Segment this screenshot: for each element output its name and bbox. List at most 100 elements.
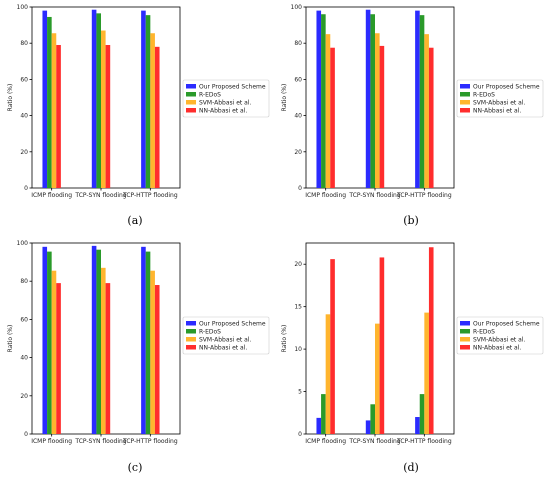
y-tick-label: 40 [20, 113, 28, 120]
y-tick-label: 100 [17, 4, 29, 11]
legend-swatch-1 [186, 321, 196, 326]
y-axis-label: Ratio (%) [7, 84, 14, 112]
bar-4-1 [330, 259, 335, 434]
legend-swatch-3 [186, 337, 196, 342]
bar-4-1 [56, 45, 61, 189]
bar-2-1 [321, 14, 326, 188]
legend-swatch-1 [460, 84, 470, 89]
panel-caption: (c) [128, 461, 143, 474]
bar-2-1 [321, 394, 326, 434]
legend-swatch-1 [460, 321, 470, 326]
legend-swatch-4 [186, 108, 196, 113]
y-tick-label: 100 [17, 240, 29, 247]
bar-3-2 [101, 30, 106, 189]
legend-swatch-2 [186, 329, 196, 334]
bar-3-3 [150, 270, 155, 434]
panel-caption: (d) [403, 461, 419, 474]
y-tick-label: 20 [20, 393, 28, 400]
y-tick-label: 20 [294, 261, 302, 268]
y-tick-label: 20 [294, 149, 302, 156]
y-axis-label: Ratio (%) [281, 84, 288, 112]
bar-1-1 [42, 246, 48, 434]
legend-swatch-2 [460, 92, 470, 97]
y-tick-label: 0 [24, 431, 28, 438]
y-tick-label: 40 [294, 113, 302, 120]
legend-label-3: SVM-Abbasi et al. [473, 336, 526, 343]
bar-2-2 [96, 249, 101, 434]
y-tick-label: 15 [294, 304, 302, 311]
bar-4-2 [379, 257, 385, 434]
legend-label-2: R-EDoS [199, 328, 221, 335]
bar-3-3 [150, 33, 155, 189]
panel-caption: (a) [127, 214, 142, 227]
bar-3-1 [51, 270, 57, 434]
bar-2-1 [47, 251, 52, 434]
x-tick-label: TCP-HTTP flooding [396, 192, 452, 199]
bar-2-3 [145, 15, 151, 188]
chart-panel-c: 0 20 40 60 80 100 Ratio (%) ICMP flooding TCP-SY… [7, 240, 270, 474]
y-tick-label: 80 [20, 278, 28, 285]
bar-4-1 [56, 283, 61, 434]
legend-box [456, 79, 544, 118]
y-tick-label: 80 [294, 40, 302, 47]
legend-label-2: R-EDoS [199, 91, 221, 98]
y-tick-label: 0 [298, 431, 302, 438]
y-tick-label: 10 [294, 346, 302, 353]
bar-1-2 [91, 9, 97, 189]
bar-2-3 [145, 251, 151, 434]
legend-box [182, 316, 270, 355]
x-tick-label: ICMP flooding [31, 438, 72, 445]
legend-label-1: Our Proposed Scheme [473, 320, 540, 327]
bar-4-1 [330, 47, 335, 188]
y-tick-label: 60 [20, 76, 28, 83]
bar-4-2 [105, 283, 111, 434]
legend-label-3: SVM-Abbasi et al. [199, 99, 252, 106]
x-tick-label: ICMP flooding [305, 192, 346, 199]
legend-label-2: R-EDoS [473, 328, 495, 335]
bar-1-1 [316, 417, 322, 434]
y-tick-label: 60 [294, 76, 302, 83]
legend-box [182, 79, 270, 118]
bar-1-2 [365, 9, 371, 189]
legend-label-3: SVM-Abbasi et al. [473, 99, 526, 106]
y-tick-label: 20 [20, 149, 28, 156]
legend-box [456, 316, 544, 355]
y-tick-label: 60 [20, 316, 28, 323]
legend-label-1: Our Proposed Scheme [473, 83, 540, 90]
y-axis-label: Ratio (%) [7, 325, 14, 353]
bar-4-2 [105, 45, 111, 189]
bar-3-2 [375, 323, 380, 434]
bar-4-3 [154, 285, 160, 434]
bar-2-3 [419, 15, 425, 188]
x-tick-label: TCP-HTTP flooding [122, 438, 178, 445]
bar-3-1 [51, 33, 57, 189]
legend-swatch-4 [460, 345, 470, 350]
bar-4-3 [428, 247, 434, 434]
legend-swatch-4 [186, 345, 196, 350]
bar-1-3 [415, 417, 420, 434]
legend-label-1: Our Proposed Scheme [199, 320, 266, 327]
legend-label-1: Our Proposed Scheme [199, 83, 266, 90]
legend-label-4: NN-Abbasi et al. [473, 344, 521, 351]
bar-1-2 [365, 420, 371, 434]
bar-3-2 [375, 33, 380, 189]
legend-label-3: SVM-Abbasi et al. [199, 336, 252, 343]
bar-3-1 [325, 34, 331, 189]
panel-caption: (b) [403, 214, 419, 227]
bar-1-3 [415, 10, 420, 189]
y-tick-label: 40 [20, 355, 28, 362]
bar-1-2 [91, 245, 97, 434]
x-tick-label: TCP-SYN flooding [348, 192, 400, 199]
bar-4-2 [379, 45, 385, 188]
legend-label-4: NN-Abbasi et al. [199, 107, 247, 114]
legend-label-2: R-EDoS [473, 91, 495, 98]
bar-2-2 [370, 404, 375, 434]
y-tick-label: 100 [291, 4, 303, 11]
x-tick-label: TCP-SYN flooding [74, 438, 126, 445]
bar-1-3 [141, 10, 146, 189]
legend-swatch-1 [186, 84, 196, 89]
